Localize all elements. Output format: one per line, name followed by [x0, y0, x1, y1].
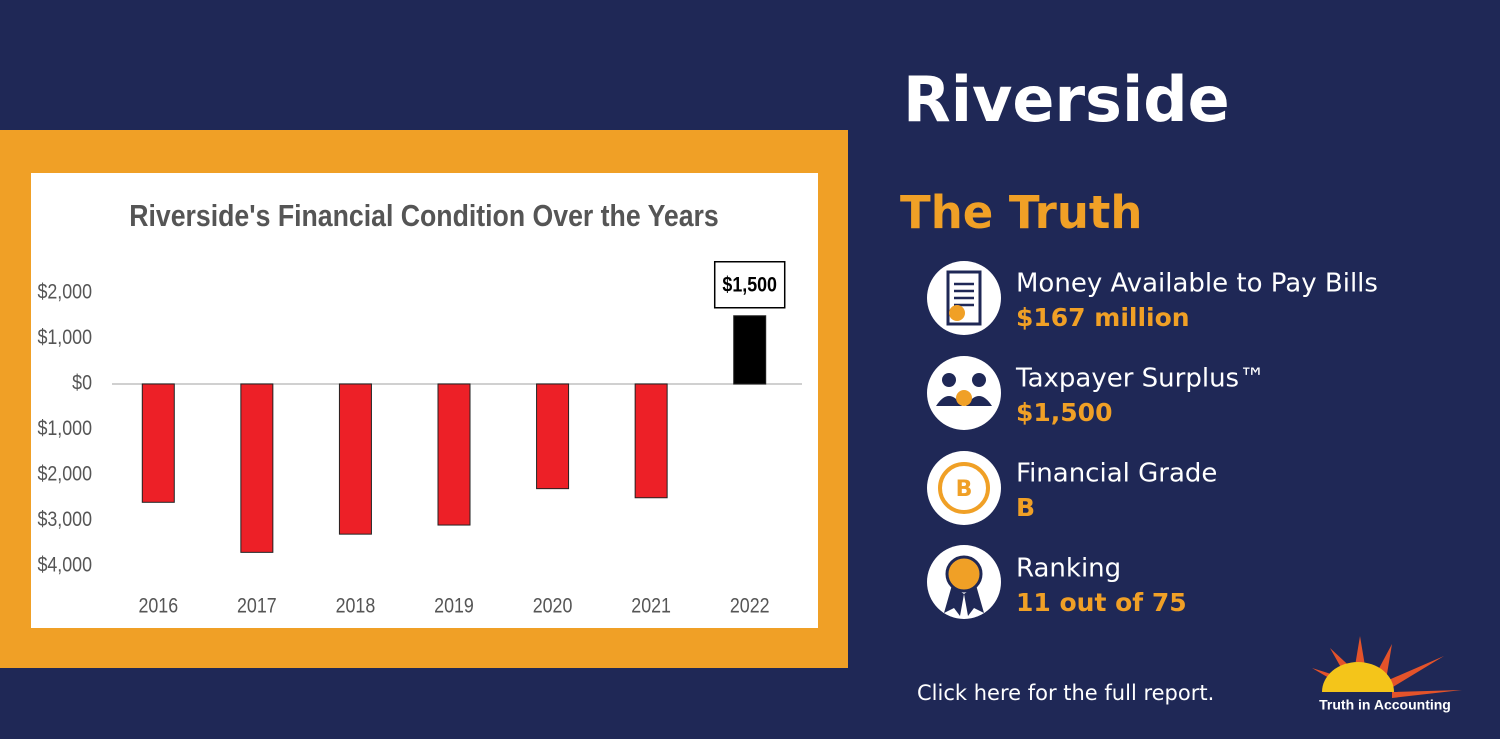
logo-sun: [1322, 662, 1394, 692]
icon-surplus-head: [942, 373, 956, 387]
icon-ranking-medal: [945, 555, 983, 593]
y-tick-label: $1,000: [37, 326, 92, 350]
y-tick-label: $3,000: [37, 508, 92, 532]
x-tick-label: 2021: [631, 594, 671, 618]
icon-ranking-ribbon: [944, 585, 984, 616]
y-tick-label: $2,000: [37, 280, 92, 304]
icon-bills-coin: [949, 305, 965, 321]
logo: Truth in Accounting: [1312, 636, 1462, 713]
x-tick-label: 2017: [237, 594, 277, 618]
icon-surplus-head: [972, 373, 986, 387]
section-title: The Truth: [900, 186, 1142, 239]
bar: [733, 315, 767, 385]
x-tick-label: 2020: [533, 594, 573, 618]
icon-grade-letter: B: [956, 477, 973, 502]
bar: [634, 383, 668, 499]
y-tick-label: $1,000: [37, 417, 92, 441]
icon-grade-ring: [938, 462, 990, 514]
icon-grade: [927, 451, 1001, 525]
logo-rays: [1312, 636, 1462, 698]
x-tick-label: 2016: [138, 594, 178, 618]
stat-value: B: [1016, 493, 1035, 522]
stat-label: Taxpayer Surplus™: [1015, 364, 1265, 394]
chart-title: Riverside's Financial Condition Over the…: [129, 199, 719, 233]
icon-bills-lines: [954, 282, 974, 307]
bar: [536, 383, 570, 490]
icon-bills-receipt: [946, 270, 982, 326]
stats: Money Available to Pay Bills $167 million…: [1015, 269, 1378, 618]
x-tick-label: 2018: [336, 594, 376, 618]
chart: $4,000 $3,000 $2,000 $1,000 $0 $1,000 $2,000 20…: [37, 261, 802, 618]
stat-label: Financial Grade: [1016, 459, 1217, 489]
stat-label: Ranking: [1016, 554, 1121, 584]
bar: [141, 383, 175, 503]
icon-surplus-center: [956, 390, 972, 406]
value-label: $1,500: [722, 273, 777, 297]
x-tick-label: 2019: [434, 594, 474, 618]
city-title: Riverside: [903, 63, 1230, 136]
y-tick-label: $2,000: [37, 462, 92, 486]
icon-surplus-body: [936, 396, 992, 406]
bar: [437, 383, 471, 526]
bar: [240, 383, 274, 553]
stat-value: 11 out of 75: [1016, 588, 1187, 617]
y-tick-label: $4,000: [37, 553, 92, 577]
icons: B: [927, 261, 1001, 619]
stat-value: $167 million: [1016, 303, 1190, 332]
x-tick-label: 2022: [730, 594, 770, 618]
stat-value: $1,500: [1016, 398, 1112, 427]
bar: [338, 383, 372, 535]
value-label-box: [713, 261, 786, 309]
logo-text: Truth in Accounting: [1319, 697, 1451, 713]
report-link[interactable]: Click here for the full report.: [917, 681, 1214, 705]
y-tick-label: $0: [72, 371, 92, 395]
stat-label: Money Available to Pay Bills: [1016, 269, 1378, 299]
